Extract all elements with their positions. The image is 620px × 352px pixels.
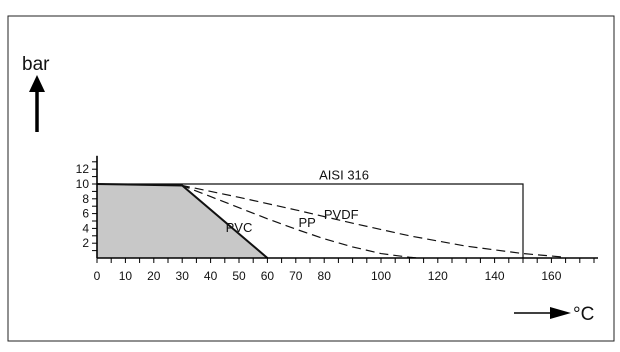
chart-frame	[7, 15, 615, 342]
series-line-aisi-316	[97, 183, 524, 258]
x-tick-label: 140	[485, 269, 505, 283]
x-tick-label: 50	[232, 269, 246, 283]
y-tick-label: 6	[82, 207, 89, 221]
x-tick-label: 30	[176, 269, 190, 283]
x-tick-label: 20	[147, 269, 161, 283]
series-line-pvdf	[96, 183, 566, 258]
x-tick-label: 60	[261, 269, 275, 283]
series-area-pvc	[97, 184, 268, 258]
y-tick-label: 12	[76, 162, 90, 176]
y-axis-label: bar	[22, 54, 50, 75]
series-layer	[96, 183, 566, 259]
x-tick-label: 70	[289, 269, 303, 283]
y-tick-label: 10	[76, 177, 90, 191]
series-label-pvc: PVC	[226, 220, 253, 235]
y-tick-label: 4	[82, 221, 89, 235]
y-tick-label: 2	[82, 236, 89, 250]
series-label-pvdf: PVDF	[324, 207, 359, 222]
x-tick-label: 10	[119, 269, 133, 283]
series-line-pp	[96, 183, 418, 259]
x-tick-label: 120	[428, 269, 448, 283]
y-tick-label: 8	[82, 192, 89, 206]
series-label-pp: PP	[298, 215, 315, 230]
x-tick-label: 0	[94, 269, 101, 283]
label-layer: AISI 316 PVDF PP PVC	[226, 168, 369, 236]
x-tick-label: 40	[204, 269, 218, 283]
x-tick-label: 80	[318, 269, 332, 283]
x-tick-label: 160	[541, 269, 561, 283]
y-axis-arrow	[29, 75, 45, 132]
x-axis-label: °C	[573, 304, 594, 325]
x-tick-label: 100	[371, 269, 391, 283]
x-axis-arrow	[514, 307, 571, 319]
series-label-aisi-316: AISI 316	[319, 168, 369, 183]
